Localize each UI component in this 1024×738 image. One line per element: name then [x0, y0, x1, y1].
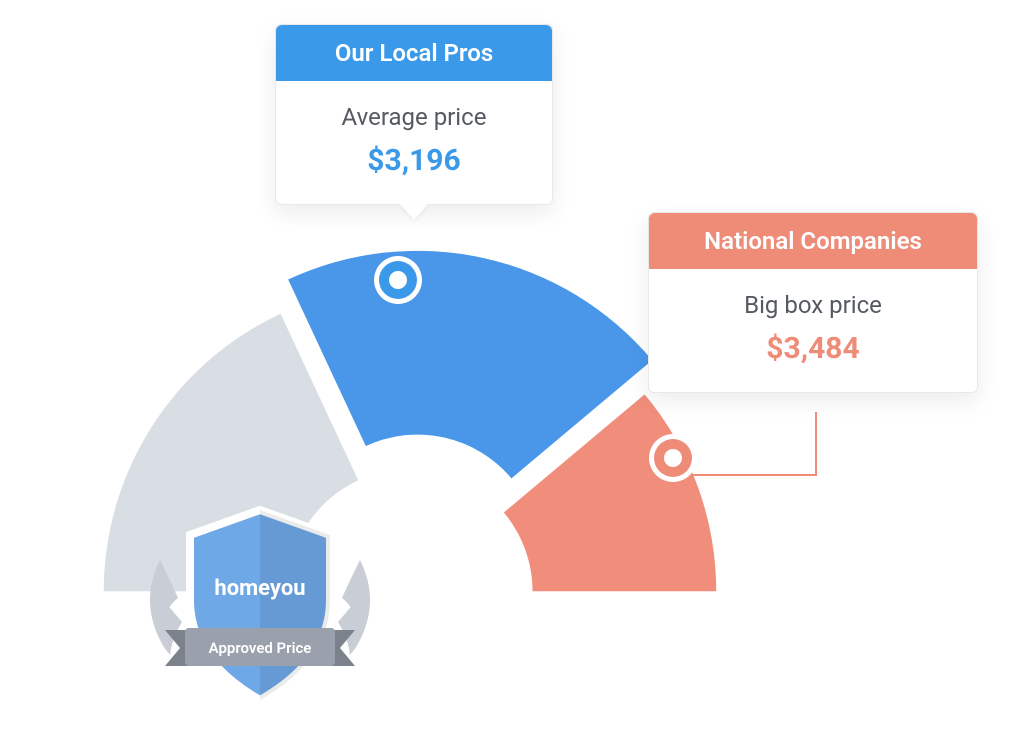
local-pros-price: $3,196 [306, 143, 522, 178]
svg-text:Approved Price: Approved Price [209, 639, 312, 657]
local-marker-icon [379, 261, 417, 299]
national-price: $3,484 [679, 331, 947, 366]
connector-line [690, 474, 817, 476]
national-card: National Companies Big box price $3,484 [648, 212, 978, 393]
local-pros-subtitle: Average price [306, 103, 522, 131]
local-pros-header: Our Local Pros [276, 25, 552, 81]
national-marker-icon [654, 439, 692, 477]
stage: Our Local Pros Average price $3,196 Nati… [0, 0, 1024, 738]
local-pros-card: Our Local Pros Average price $3,196 [275, 24, 553, 205]
svg-text:homeyou: homeyou [214, 576, 305, 601]
shield-icon: homeyou Approved Price [130, 480, 390, 730]
approved-price-badge: homeyou Approved Price [130, 480, 390, 730]
card-pointer-icon [400, 204, 428, 220]
connector-line [815, 412, 817, 474]
national-body: Big box price $3,484 [649, 269, 977, 392]
national-subtitle: Big box price [679, 291, 947, 319]
national-header: National Companies [649, 213, 977, 269]
local-pros-body: Average price $3,196 [276, 81, 552, 204]
